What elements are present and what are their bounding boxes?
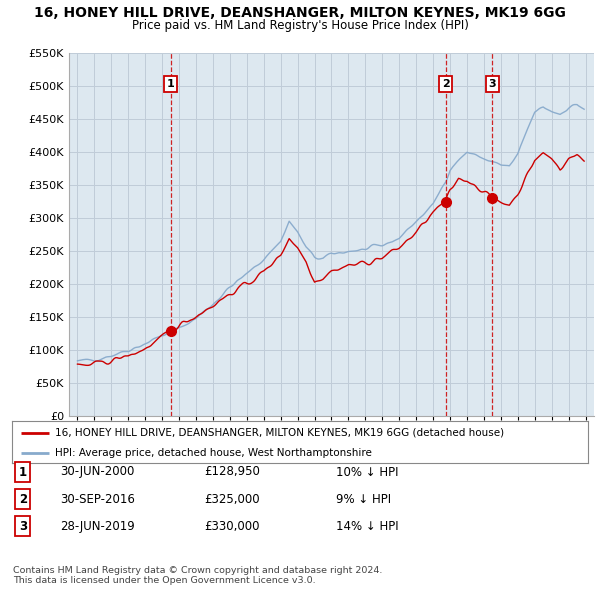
Text: £325,000: £325,000 (204, 493, 260, 506)
Text: 30-JUN-2000: 30-JUN-2000 (60, 466, 134, 478)
Text: 28-JUN-2019: 28-JUN-2019 (60, 520, 135, 533)
Text: 1: 1 (19, 466, 27, 478)
Text: £330,000: £330,000 (204, 520, 260, 533)
Text: 30-SEP-2016: 30-SEP-2016 (60, 493, 135, 506)
Text: 10% ↓ HPI: 10% ↓ HPI (336, 466, 398, 478)
Text: 1: 1 (167, 79, 175, 89)
Text: Contains HM Land Registry data © Crown copyright and database right 2024.
This d: Contains HM Land Registry data © Crown c… (13, 566, 383, 585)
Text: 3: 3 (19, 520, 27, 533)
Text: 2: 2 (19, 493, 27, 506)
Text: 16, HONEY HILL DRIVE, DEANSHANGER, MILTON KEYNES, MK19 6GG: 16, HONEY HILL DRIVE, DEANSHANGER, MILTO… (34, 6, 566, 20)
Text: £128,950: £128,950 (204, 466, 260, 478)
Text: 3: 3 (488, 79, 496, 89)
Text: 2: 2 (442, 79, 449, 89)
Text: Price paid vs. HM Land Registry's House Price Index (HPI): Price paid vs. HM Land Registry's House … (131, 19, 469, 32)
Text: 9% ↓ HPI: 9% ↓ HPI (336, 493, 391, 506)
Text: 16, HONEY HILL DRIVE, DEANSHANGER, MILTON KEYNES, MK19 6GG (detached house): 16, HONEY HILL DRIVE, DEANSHANGER, MILTO… (55, 428, 505, 438)
Text: 14% ↓ HPI: 14% ↓ HPI (336, 520, 398, 533)
Text: HPI: Average price, detached house, West Northamptonshire: HPI: Average price, detached house, West… (55, 448, 372, 457)
